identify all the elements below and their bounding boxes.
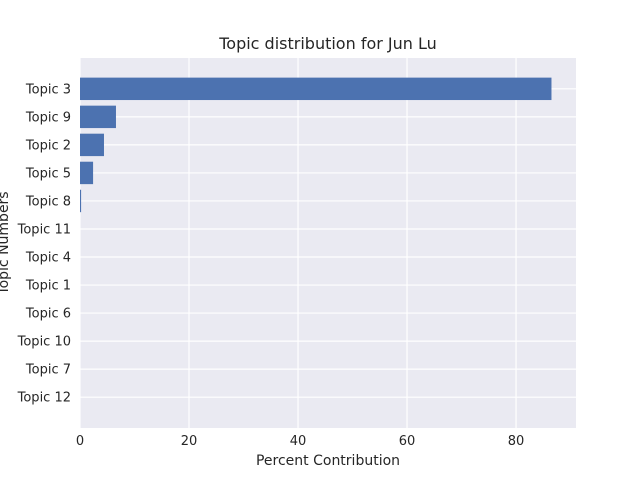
- plot-area: [80, 58, 576, 428]
- x-tick-label: 80: [508, 434, 525, 449]
- x-tick-label: 0: [76, 434, 84, 449]
- x-tick-label: 60: [399, 434, 416, 449]
- y-tick-label: Topic 12: [17, 391, 71, 406]
- y-tick-labels: Topic 3 Topic 9 Topic 2 Topic 5 Topic 8 Topic…: [17, 82, 71, 405]
- y-tick-label: Topic 5: [25, 166, 71, 181]
- x-axis-label: Percent Contribution: [256, 453, 400, 469]
- y-tick-label: Topic 2: [25, 138, 71, 153]
- x-tick-label: 20: [181, 434, 198, 449]
- y-tick-label: Topic 1: [25, 279, 71, 294]
- bar-topic-9: [80, 105, 116, 129]
- bars: [80, 77, 552, 213]
- bar-topic-3: [80, 77, 552, 101]
- y-axis-label: Topic Numbers: [0, 191, 12, 295]
- x-tick-label: 40: [290, 434, 307, 449]
- y-tick-label: Topic 4: [25, 251, 71, 266]
- bar-topic-8: [80, 189, 82, 213]
- y-tick-label: Topic 7: [25, 363, 71, 378]
- chart-title: Topic distribution for Jun Lu: [218, 34, 437, 53]
- bar-topic-5: [80, 161, 94, 185]
- y-tick-label: Topic 8: [25, 194, 71, 209]
- bar-topic-2: [80, 133, 104, 157]
- x-tick-labels: 0 20 40 60 80: [76, 434, 524, 449]
- y-tick-label: Topic 3: [25, 82, 71, 97]
- y-tick-label: Topic 10: [17, 335, 71, 350]
- y-tick-label: Topic 6: [25, 307, 71, 322]
- y-tick-label: Topic 11: [17, 222, 71, 237]
- y-tick-label: Topic 9: [25, 110, 71, 125]
